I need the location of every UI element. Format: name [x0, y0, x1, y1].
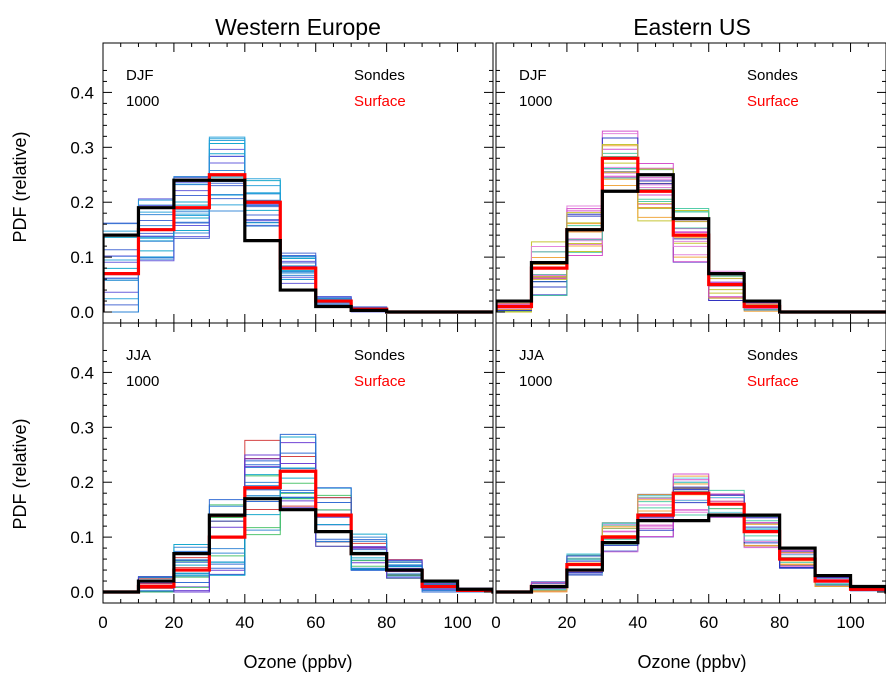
x-tick-label: 20 — [557, 613, 576, 632]
panel-western-europe-jja: 0.0 0.1 0.2 0.3 0.4 0 20 40 60 80 100 JJA 1000 Sondes… — [70, 322, 494, 632]
panel-frame — [102, 42, 494, 324]
x-axis-label-right: Ozone (ppbv) — [637, 652, 746, 672]
level-label: 1000 — [519, 93, 552, 110]
x-tick-label: 20 — [164, 613, 183, 632]
panel-eastern-us-djf: DJF 1000 Sondes Surface — [495, 42, 886, 324]
sondes-histogram — [103, 497, 493, 594]
column-title-eastern-us: Eastern US — [633, 14, 751, 40]
x-tick-label: 100 — [836, 613, 864, 632]
sondes-histogram — [496, 513, 886, 594]
legend-surface: Surface — [747, 93, 799, 110]
season-label: JJA — [519, 347, 544, 364]
station-histograms — [496, 130, 886, 313]
y-tick-label: 0.1 — [70, 528, 94, 547]
station-histogram — [496, 166, 886, 313]
legend-sondes: Sondes — [354, 67, 405, 84]
panel-western-europe-djf: 0.0 0.1 0.2 0.3 0.4 DJF 1000 Sondes Surface — [70, 42, 494, 324]
x-tick-label: 40 — [235, 613, 254, 632]
y-tick-label: 0.3 — [70, 138, 94, 157]
y-tick-label: 0.1 — [70, 248, 94, 267]
level-label: 1000 — [519, 373, 552, 390]
level-label: 1000 — [126, 373, 159, 390]
legend-sondes: Sondes — [354, 347, 405, 364]
legend-sondes: Sondes — [747, 67, 798, 84]
legend-surface: Surface — [354, 93, 406, 110]
sondes-histogram — [496, 173, 886, 314]
x-tick-label: 0 — [98, 613, 107, 632]
station-histogram — [496, 148, 886, 313]
x-tick-label: 100 — [443, 613, 471, 632]
station-histogram — [496, 133, 886, 313]
station-histogram — [496, 167, 886, 313]
station-histogram — [496, 137, 886, 313]
y-axis-label-top: PDF (relative) — [10, 131, 30, 242]
surface-histogram — [496, 156, 886, 314]
panel-eastern-us-jja: 0 20 40 60 80 100 JJA 1000 Sondes Surface — [491, 322, 886, 632]
legend-surface: Surface — [354, 373, 406, 390]
column-title-western-europe: Western Europe — [215, 14, 381, 40]
station-histogram — [496, 177, 886, 313]
season-label: JJA — [126, 347, 151, 364]
y-tick-label: 0.0 — [70, 303, 94, 322]
y-tick-label: 0.3 — [70, 418, 94, 437]
y-tick-label: 0.2 — [70, 193, 94, 212]
season-label: DJF — [519, 67, 547, 84]
station-histogram — [496, 171, 886, 313]
x-tick-label: 60 — [699, 613, 718, 632]
legend-surface: Surface — [747, 373, 799, 390]
y-tick-label: 0.0 — [70, 583, 94, 602]
x-tick-label: 0 — [491, 613, 500, 632]
level-label: 1000 — [126, 93, 159, 110]
y-axis-label-bottom: PDF (relative) — [10, 418, 30, 529]
station-histogram — [496, 168, 886, 313]
panel-frame — [495, 322, 886, 604]
y-tick-label: 0.4 — [70, 83, 94, 102]
y-tick-label: 0.4 — [70, 363, 94, 382]
station-histogram — [496, 182, 886, 313]
legend-sondes: Sondes — [747, 347, 798, 364]
sondes-histogram — [103, 178, 493, 314]
panels-layer: 0.00.10.20.30.4DJF1000SondesSurfaceDJF10… — [70, 42, 886, 632]
x-axis-label-left: Ozone (ppbv) — [243, 652, 352, 672]
station-histogram — [496, 172, 886, 313]
y-tick-label: 0.2 — [70, 473, 94, 492]
station-histogram — [496, 178, 886, 313]
season-label: DJF — [126, 67, 154, 84]
x-tick-label: 80 — [770, 613, 789, 632]
station-histogram — [496, 175, 886, 313]
x-tick-label: 60 — [306, 613, 325, 632]
x-tick-label: 40 — [628, 613, 647, 632]
x-tick-label: 80 — [377, 613, 396, 632]
